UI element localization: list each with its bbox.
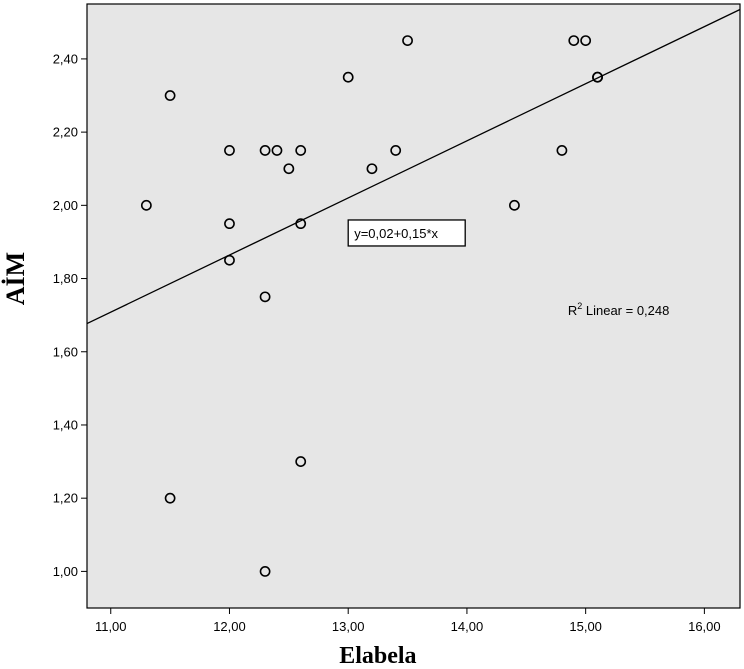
x-tick-label: 13,00 bbox=[332, 619, 365, 634]
x-tick-label: 14,00 bbox=[451, 619, 484, 634]
y-tick-label: 2,40 bbox=[53, 51, 78, 66]
equation-label: y=0,02+0,15*x bbox=[347, 219, 466, 247]
data-point bbox=[271, 145, 283, 156]
y-tick-label: 1,60 bbox=[53, 344, 78, 359]
x-axis: 11,00 12,00 13,00 14,00 15,00 16,00 bbox=[95, 608, 721, 634]
data-point bbox=[295, 145, 307, 156]
x-tick-label: 11,00 bbox=[95, 619, 127, 634]
data-points bbox=[140, 35, 603, 577]
data-point bbox=[556, 145, 568, 156]
equation-box bbox=[347, 219, 466, 247]
data-point bbox=[580, 35, 592, 47]
data-point bbox=[295, 456, 307, 467]
y-axis: 1,00 1,20 1,40 1,60 1,80 2,00 2,20 2,40 bbox=[53, 51, 87, 579]
y-tick-label: 1,00 bbox=[53, 564, 78, 579]
y-tick-label: 1,80 bbox=[53, 271, 78, 286]
data-point bbox=[140, 199, 152, 211]
y-tick-label: 1,40 bbox=[53, 417, 78, 432]
r2-suffix: Linear = 0,248 bbox=[582, 303, 669, 318]
data-point bbox=[224, 254, 235, 266]
x-tick-label: 12,00 bbox=[213, 619, 246, 634]
r2-superscript: 2 bbox=[577, 301, 582, 311]
data-point bbox=[164, 90, 176, 101]
x-axis-title: Elabela bbox=[339, 643, 416, 669]
data-point bbox=[592, 71, 603, 83]
y-tick-label: 2,00 bbox=[53, 198, 78, 213]
data-point bbox=[568, 35, 580, 47]
x-tick-label: 15,00 bbox=[569, 619, 602, 634]
y-tick-label: 2,20 bbox=[53, 125, 78, 140]
data-point bbox=[390, 145, 402, 156]
y-tick-label: 1,20 bbox=[53, 491, 78, 506]
data-point bbox=[259, 145, 271, 156]
x-tick-label: 16,00 bbox=[688, 619, 721, 634]
data-point bbox=[259, 291, 271, 303]
equation-text: y=0,02+0,15*x bbox=[354, 226, 438, 241]
data-point bbox=[342, 71, 354, 83]
regression-line bbox=[86, 8, 741, 325]
data-point bbox=[224, 145, 235, 156]
data-point bbox=[224, 218, 235, 230]
data-point bbox=[295, 218, 307, 230]
data-point bbox=[402, 35, 413, 47]
data-point bbox=[283, 163, 295, 175]
r-squared-label: R2 Linear = 0,248 bbox=[568, 301, 670, 318]
plot-area bbox=[86, 3, 741, 609]
data-point bbox=[366, 163, 378, 175]
r2-prefix: R bbox=[568, 303, 577, 318]
y-axis-title: AİM bbox=[1, 252, 30, 305]
data-point bbox=[509, 199, 520, 211]
data-point bbox=[259, 565, 271, 577]
data-point bbox=[164, 492, 176, 504]
